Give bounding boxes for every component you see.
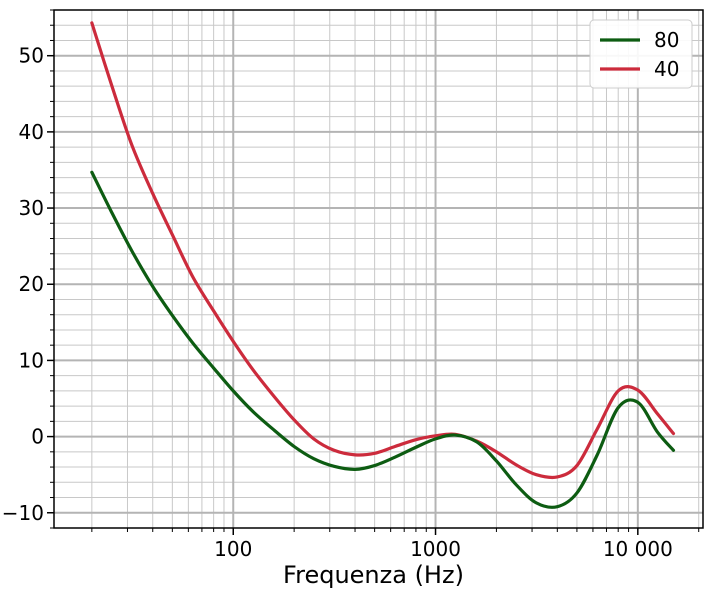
ticks-layer: −10 0 10 20 30 40 50 100 1000 10 000 [2, 9, 700, 561]
series-line-40 [90, 21, 676, 480]
legend-label-40: 40 [654, 57, 679, 81]
x-tick-label: 10 000 [603, 537, 673, 561]
minor-grid [54, 9, 703, 529]
x-axis-label: Frequenza (Hz) [283, 561, 464, 589]
y-tick-label: −10 [2, 501, 44, 525]
y-tick-label: 30 [19, 196, 44, 220]
series-line-80 [90, 170, 676, 509]
x-tick-label: 1000 [410, 537, 461, 561]
y-tick-label: 0 [31, 425, 44, 449]
y-tick-label: 40 [19, 120, 44, 144]
legend-box [589, 19, 693, 89]
y-tick-label: 50 [19, 44, 44, 68]
series-layer [90, 21, 676, 509]
y-tick-label: 20 [19, 272, 44, 296]
x-tick-label: 100 [214, 537, 252, 561]
major-grid [54, 10, 703, 528]
y-tick-label: 10 [19, 348, 44, 372]
legend-label-80: 80 [654, 28, 679, 52]
